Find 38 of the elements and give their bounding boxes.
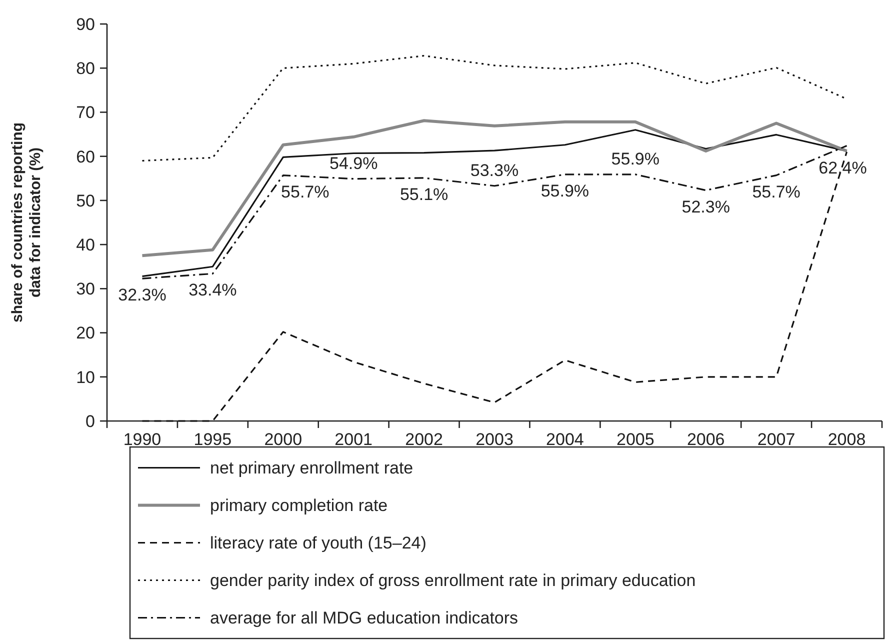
data-label: 54.9% <box>329 154 378 173</box>
x-tick-label: 2000 <box>264 430 302 449</box>
legend-label: net primary enrollment rate <box>210 458 414 478</box>
data-label: 32.3% <box>118 286 166 305</box>
y-axis-title: share of countries reporting data for indicator (%) <box>9 122 44 323</box>
y-tick-label: 30 <box>76 280 95 299</box>
x-tick-label: 2003 <box>476 430 514 449</box>
x-tick-label: 2001 <box>334 430 373 449</box>
x-tick-label: 1990 <box>123 430 162 449</box>
x-tick-label: 1995 <box>194 430 232 449</box>
x-tick-label: 2006 <box>686 430 725 449</box>
legend-label: literacy rate of youth (15–24) <box>210 534 426 553</box>
data-label: 55.9% <box>611 149 660 168</box>
y-tick-label: 40 <box>76 236 95 255</box>
data-label: 55.1% <box>400 184 448 204</box>
y-tick-label: 80 <box>76 59 95 78</box>
y-tick-label: 0 <box>86 412 95 431</box>
data-label: 55.7% <box>752 182 800 202</box>
legend-label: gender parity index of gross enrollment rate in primary education <box>210 571 696 590</box>
y-tick-label: 10 <box>76 368 95 387</box>
x-tick-label: 2007 <box>757 430 796 449</box>
y-tick-label: 20 <box>76 324 95 343</box>
x-tick-label: 2002 <box>405 430 443 449</box>
data-label: 53.3% <box>470 160 519 180</box>
y-tick-label: 50 <box>76 191 95 210</box>
y-tick-label: 90 <box>76 14 95 34</box>
data-label: 33.4% <box>188 280 237 300</box>
x-tick-label: 2004 <box>546 430 584 449</box>
y-tick-label: 70 <box>76 103 95 122</box>
x-tick-label: 2005 <box>616 430 654 449</box>
legend-label: average for all MDG education indicators <box>210 608 518 628</box>
legend-label: primary completion rate <box>210 496 388 516</box>
x-tick-label: 2008 <box>828 430 866 449</box>
y-tick-label: 60 <box>76 147 95 166</box>
data-label: 62.4% <box>818 158 867 178</box>
data-label: 55.7% <box>281 182 330 202</box>
data-label: 55.9% <box>540 181 590 200</box>
data-label: 52.3% <box>682 197 730 216</box>
